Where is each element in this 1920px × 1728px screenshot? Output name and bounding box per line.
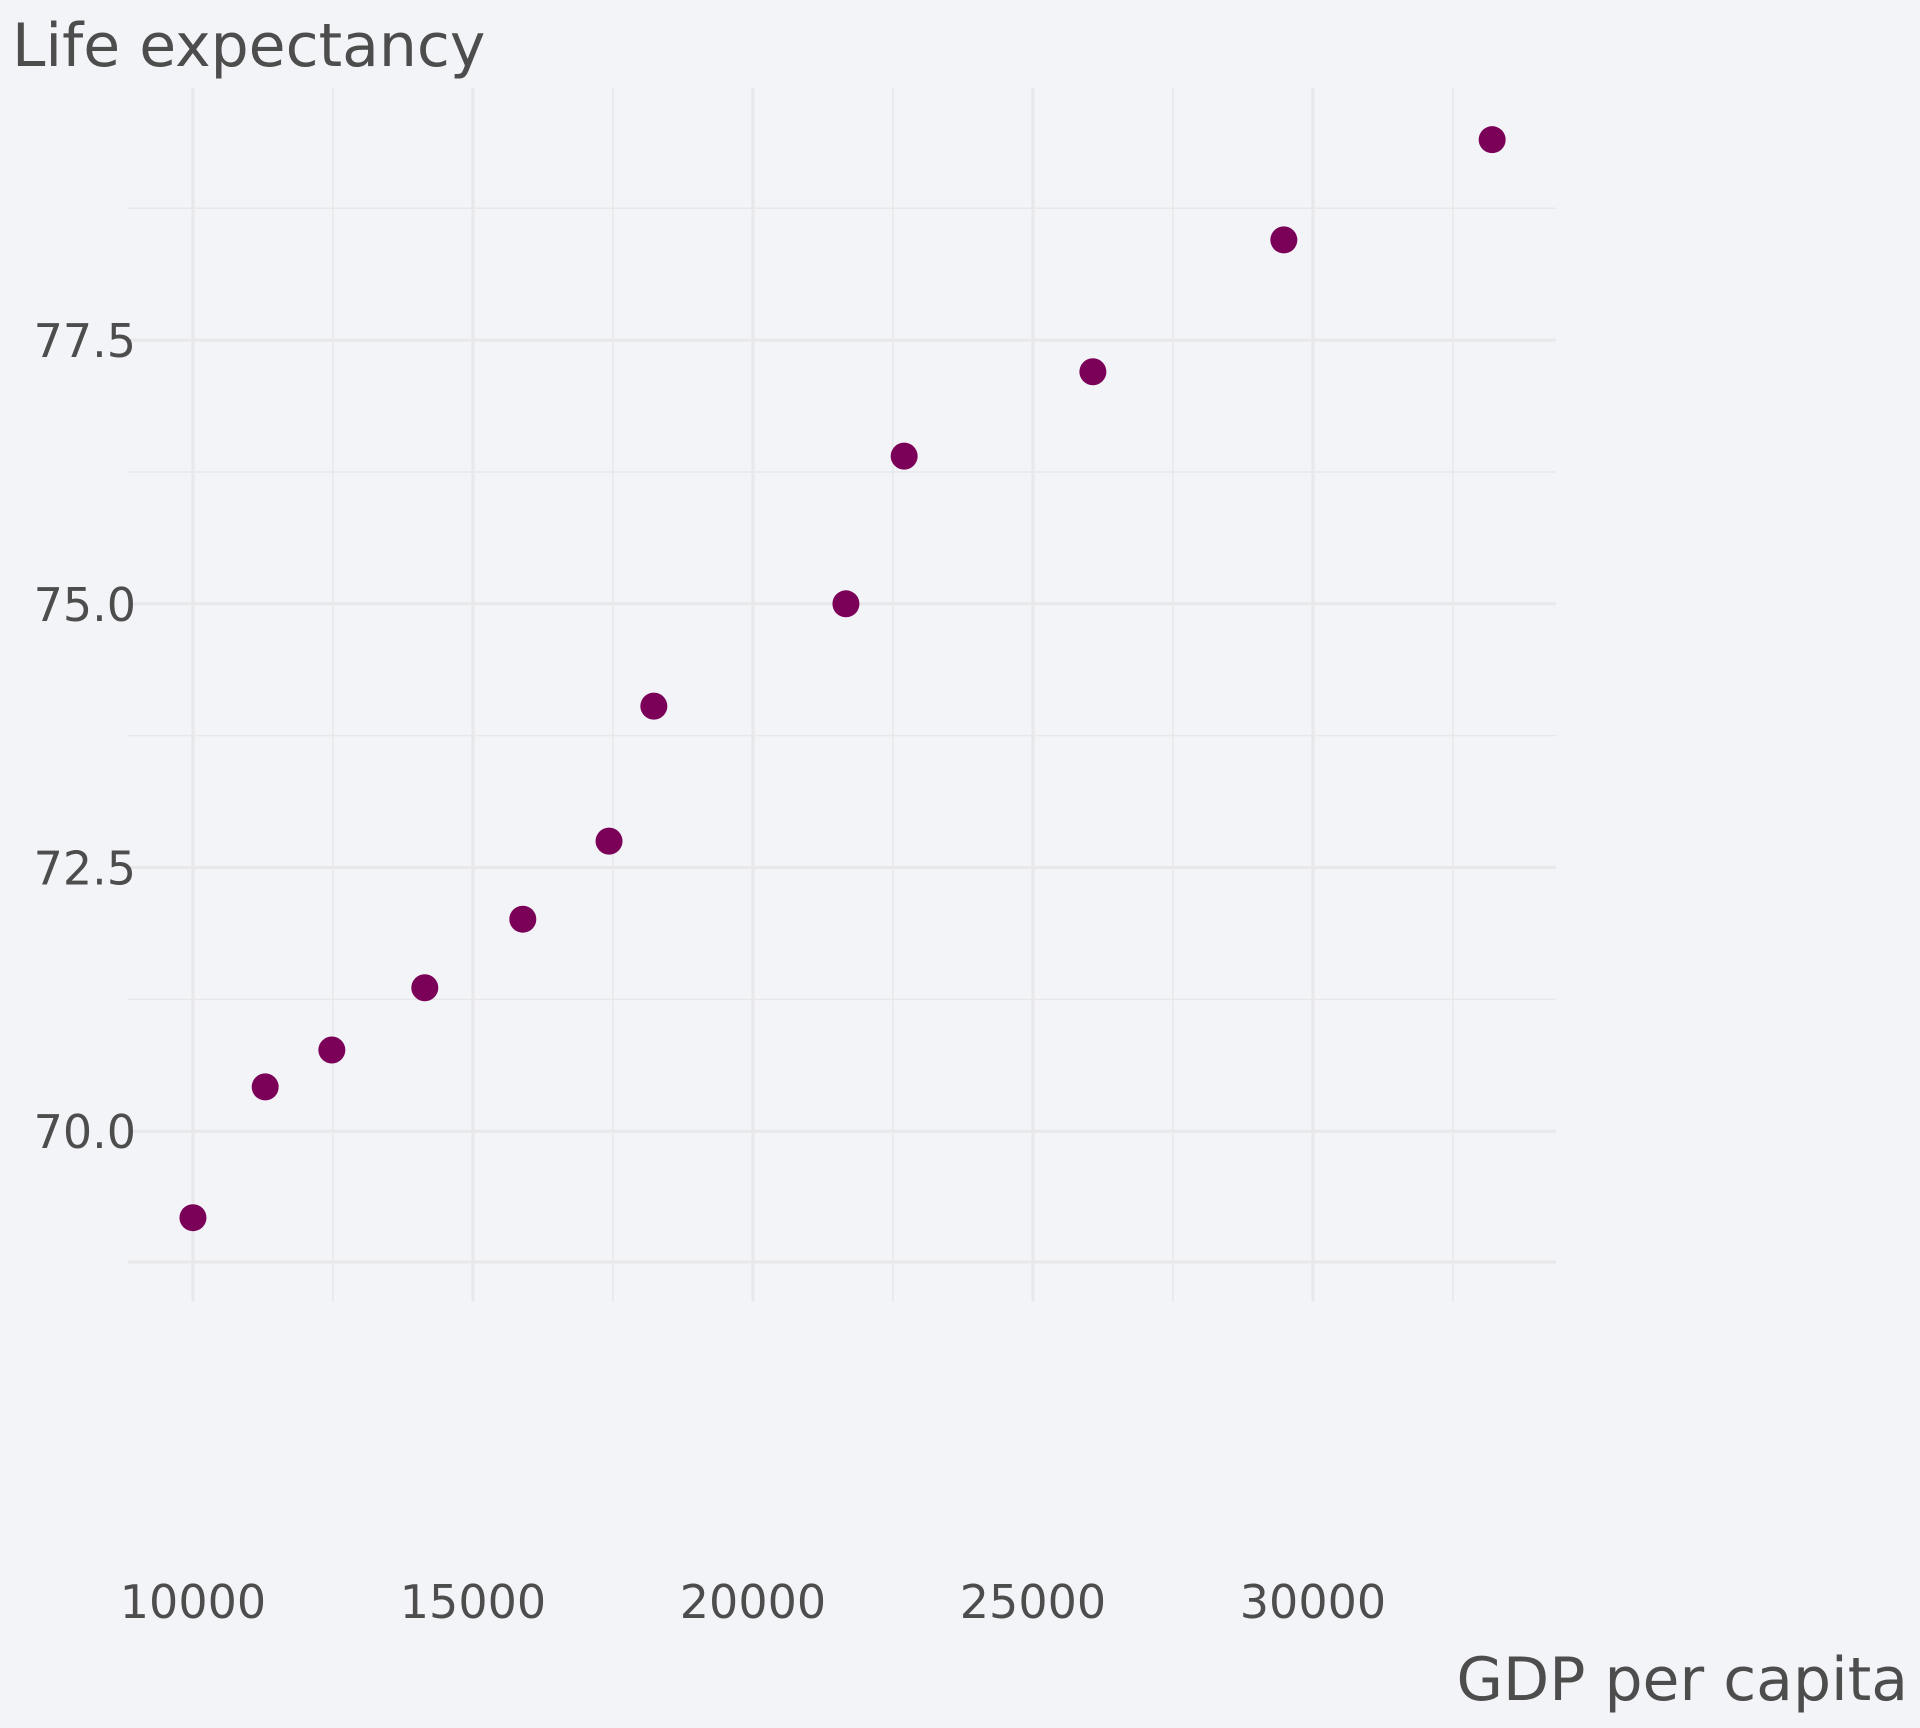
data-point	[179, 1204, 207, 1232]
data-point	[1079, 358, 1107, 386]
data-point	[318, 1036, 346, 1064]
x-tick-label: 10000	[120, 1575, 266, 1629]
x-tick-label: 20000	[680, 1575, 826, 1629]
x-tick-label: 15000	[400, 1575, 546, 1629]
data-point	[251, 1073, 279, 1101]
data-points	[179, 126, 1506, 1232]
data-point	[890, 442, 918, 470]
data-point	[411, 974, 439, 1002]
data-point	[832, 590, 860, 618]
data-point	[640, 692, 668, 720]
x-axis-title: GDP per capita	[1457, 1645, 1909, 1715]
x-tick-labels: 10000 15000 20000 25000 30000	[120, 1575, 1386, 1629]
x-tick-label: 25000	[960, 1575, 1106, 1629]
y-tick-label: 75.0	[34, 578, 136, 632]
data-point	[595, 827, 623, 855]
data-point	[509, 905, 537, 933]
y-tick-label: 70.0	[34, 1105, 136, 1159]
data-point	[1270, 226, 1298, 254]
y-tick-labels: 70.0 72.5 75.0 77.5	[34, 314, 136, 1159]
y-tick-label: 77.5	[34, 314, 136, 368]
data-point	[1478, 126, 1506, 154]
x-tick-label: 30000	[1240, 1575, 1386, 1629]
y-axis-title: Life expectancy	[12, 11, 485, 81]
y-tick-label: 72.5	[34, 842, 136, 896]
